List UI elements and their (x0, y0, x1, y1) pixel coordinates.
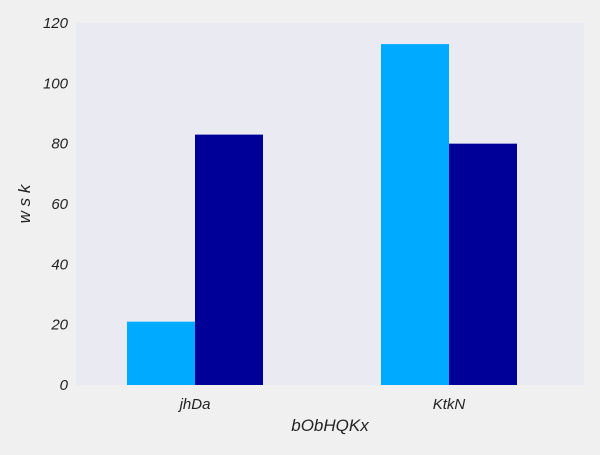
y-axis-label: w s k (15, 183, 34, 223)
x-axis-label: bObHQKx (291, 416, 369, 435)
y-tick-label: 100 (43, 75, 69, 92)
bar-jhDa-series-1 (127, 321, 195, 385)
bars-layer (127, 44, 517, 385)
y-tick-label: 0 (60, 377, 69, 394)
y-axis-ticks: 0 20 40 60 80 100 120 (43, 15, 69, 394)
y-tick-label: 60 (51, 196, 68, 213)
y-tick-label: 20 (50, 317, 68, 334)
bar-KtkN-series-2 (449, 143, 517, 385)
x-tick-label: KtkN (433, 396, 466, 413)
x-tick-label: jhDa (178, 396, 211, 413)
y-tick-label: 80 (51, 136, 68, 153)
bar-KtkN-series-1 (381, 44, 449, 385)
y-tick-label: 40 (51, 256, 68, 273)
bar-jhDa-series-2 (195, 134, 263, 385)
x-axis-ticks: jhDa KtkN (178, 396, 466, 413)
y-tick-label: 120 (43, 15, 69, 32)
